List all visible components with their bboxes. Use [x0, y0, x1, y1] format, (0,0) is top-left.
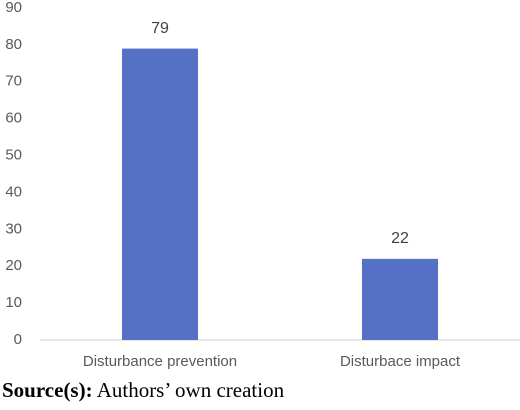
- source-text: Authors’ own creation: [97, 378, 285, 402]
- y-tick-label: 0: [14, 331, 22, 348]
- source-note: Source(s): Authors’ own creation: [2, 378, 285, 402]
- y-tick-label: 80: [5, 36, 22, 53]
- y-tick-label: 30: [5, 220, 22, 237]
- y-tick-label: 40: [5, 183, 22, 200]
- y-tick-label: 10: [5, 294, 22, 311]
- source-label: Source(s):: [2, 378, 93, 402]
- y-tick-label: 60: [5, 110, 22, 127]
- x-tick-label: Disturbace impact: [340, 353, 461, 370]
- data-label: 79: [151, 20, 169, 37]
- y-tick-label: 70: [5, 73, 22, 90]
- x-tick-label: Disturbance prevention: [83, 353, 237, 370]
- data-label: 22: [391, 230, 409, 247]
- y-tick-label: 20: [5, 257, 22, 274]
- y-tick-label: 50: [5, 147, 22, 164]
- bar: [362, 258, 438, 340]
- bar: [122, 48, 198, 340]
- y-tick-label: 90: [5, 0, 22, 16]
